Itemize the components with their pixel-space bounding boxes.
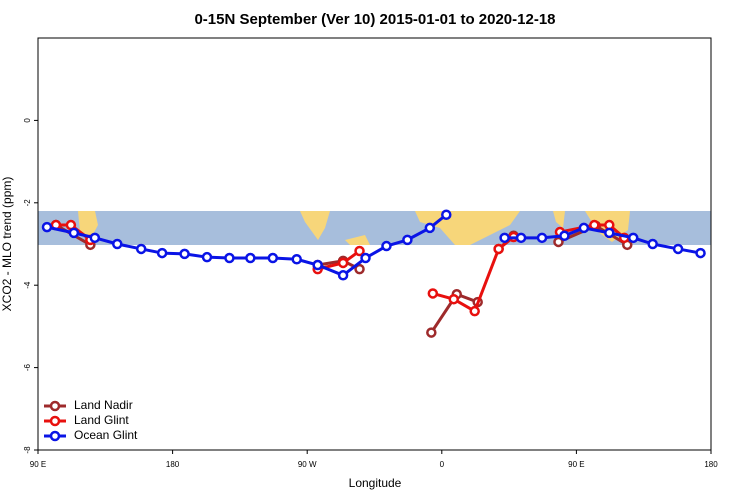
legend-marker [49, 415, 61, 427]
legend-label: Land Glint [74, 413, 129, 427]
data-point [448, 293, 460, 305]
data-point [402, 234, 413, 246]
data-point [627, 232, 639, 244]
x-tick-label: 180 [166, 460, 180, 469]
data-point [354, 245, 365, 257]
y-tick-label: -6 [23, 363, 32, 371]
y-axis-label: XCO2 - MLO trend (ppm) [0, 177, 14, 312]
data-point [469, 305, 480, 317]
data-point [135, 243, 147, 255]
data-point [381, 240, 392, 252]
data-point [201, 251, 213, 263]
data-point [156, 247, 168, 259]
legend-marker [49, 400, 61, 412]
data-point [499, 232, 510, 244]
data-point [589, 219, 600, 231]
data-point [427, 288, 439, 299]
y-tick-label: -8 [23, 446, 32, 454]
x-axis-label: Longitude [349, 476, 402, 490]
data-point [493, 243, 504, 255]
data-point [578, 222, 590, 234]
data-point [441, 209, 452, 220]
y-tick-label: -2 [23, 199, 32, 207]
data-point [559, 230, 570, 242]
data-point [426, 327, 437, 338]
data-point [291, 253, 302, 265]
data-point [267, 252, 279, 264]
y-tick-label: -4 [23, 281, 32, 289]
data-point [647, 238, 658, 250]
chart-title: 0-15N September (Ver 10) 2015-01-01 to 2… [194, 11, 555, 28]
data-point [695, 247, 706, 259]
data-point [89, 232, 101, 244]
x-tick-label: 90 E [568, 460, 584, 469]
x-tick-label: 90 E [30, 460, 46, 469]
data-point [41, 221, 53, 233]
x-tick-label: 0 [440, 460, 445, 469]
data-point [312, 259, 323, 271]
legend-label: Ocean Glint [74, 428, 138, 442]
data-point [354, 263, 365, 275]
data-point [515, 232, 527, 244]
data-point [179, 248, 190, 260]
data-point [68, 227, 80, 239]
y-tick-label: 0 [23, 118, 32, 123]
data-point [337, 257, 349, 269]
plot-frame [37, 37, 712, 451]
data-point [553, 236, 564, 248]
data-point [112, 238, 123, 250]
data-point [604, 227, 615, 239]
legend-label: Land Nadir [74, 398, 133, 412]
data-point [245, 252, 256, 264]
data-point [424, 222, 436, 234]
legend-marker [49, 430, 61, 442]
data-point [337, 270, 349, 281]
data-point [672, 243, 684, 255]
data-point [536, 232, 548, 244]
data-point [224, 252, 235, 264]
data-point [360, 252, 371, 264]
x-tick-label: 90 W [298, 460, 317, 469]
x-tick-label: 180 [704, 460, 718, 469]
